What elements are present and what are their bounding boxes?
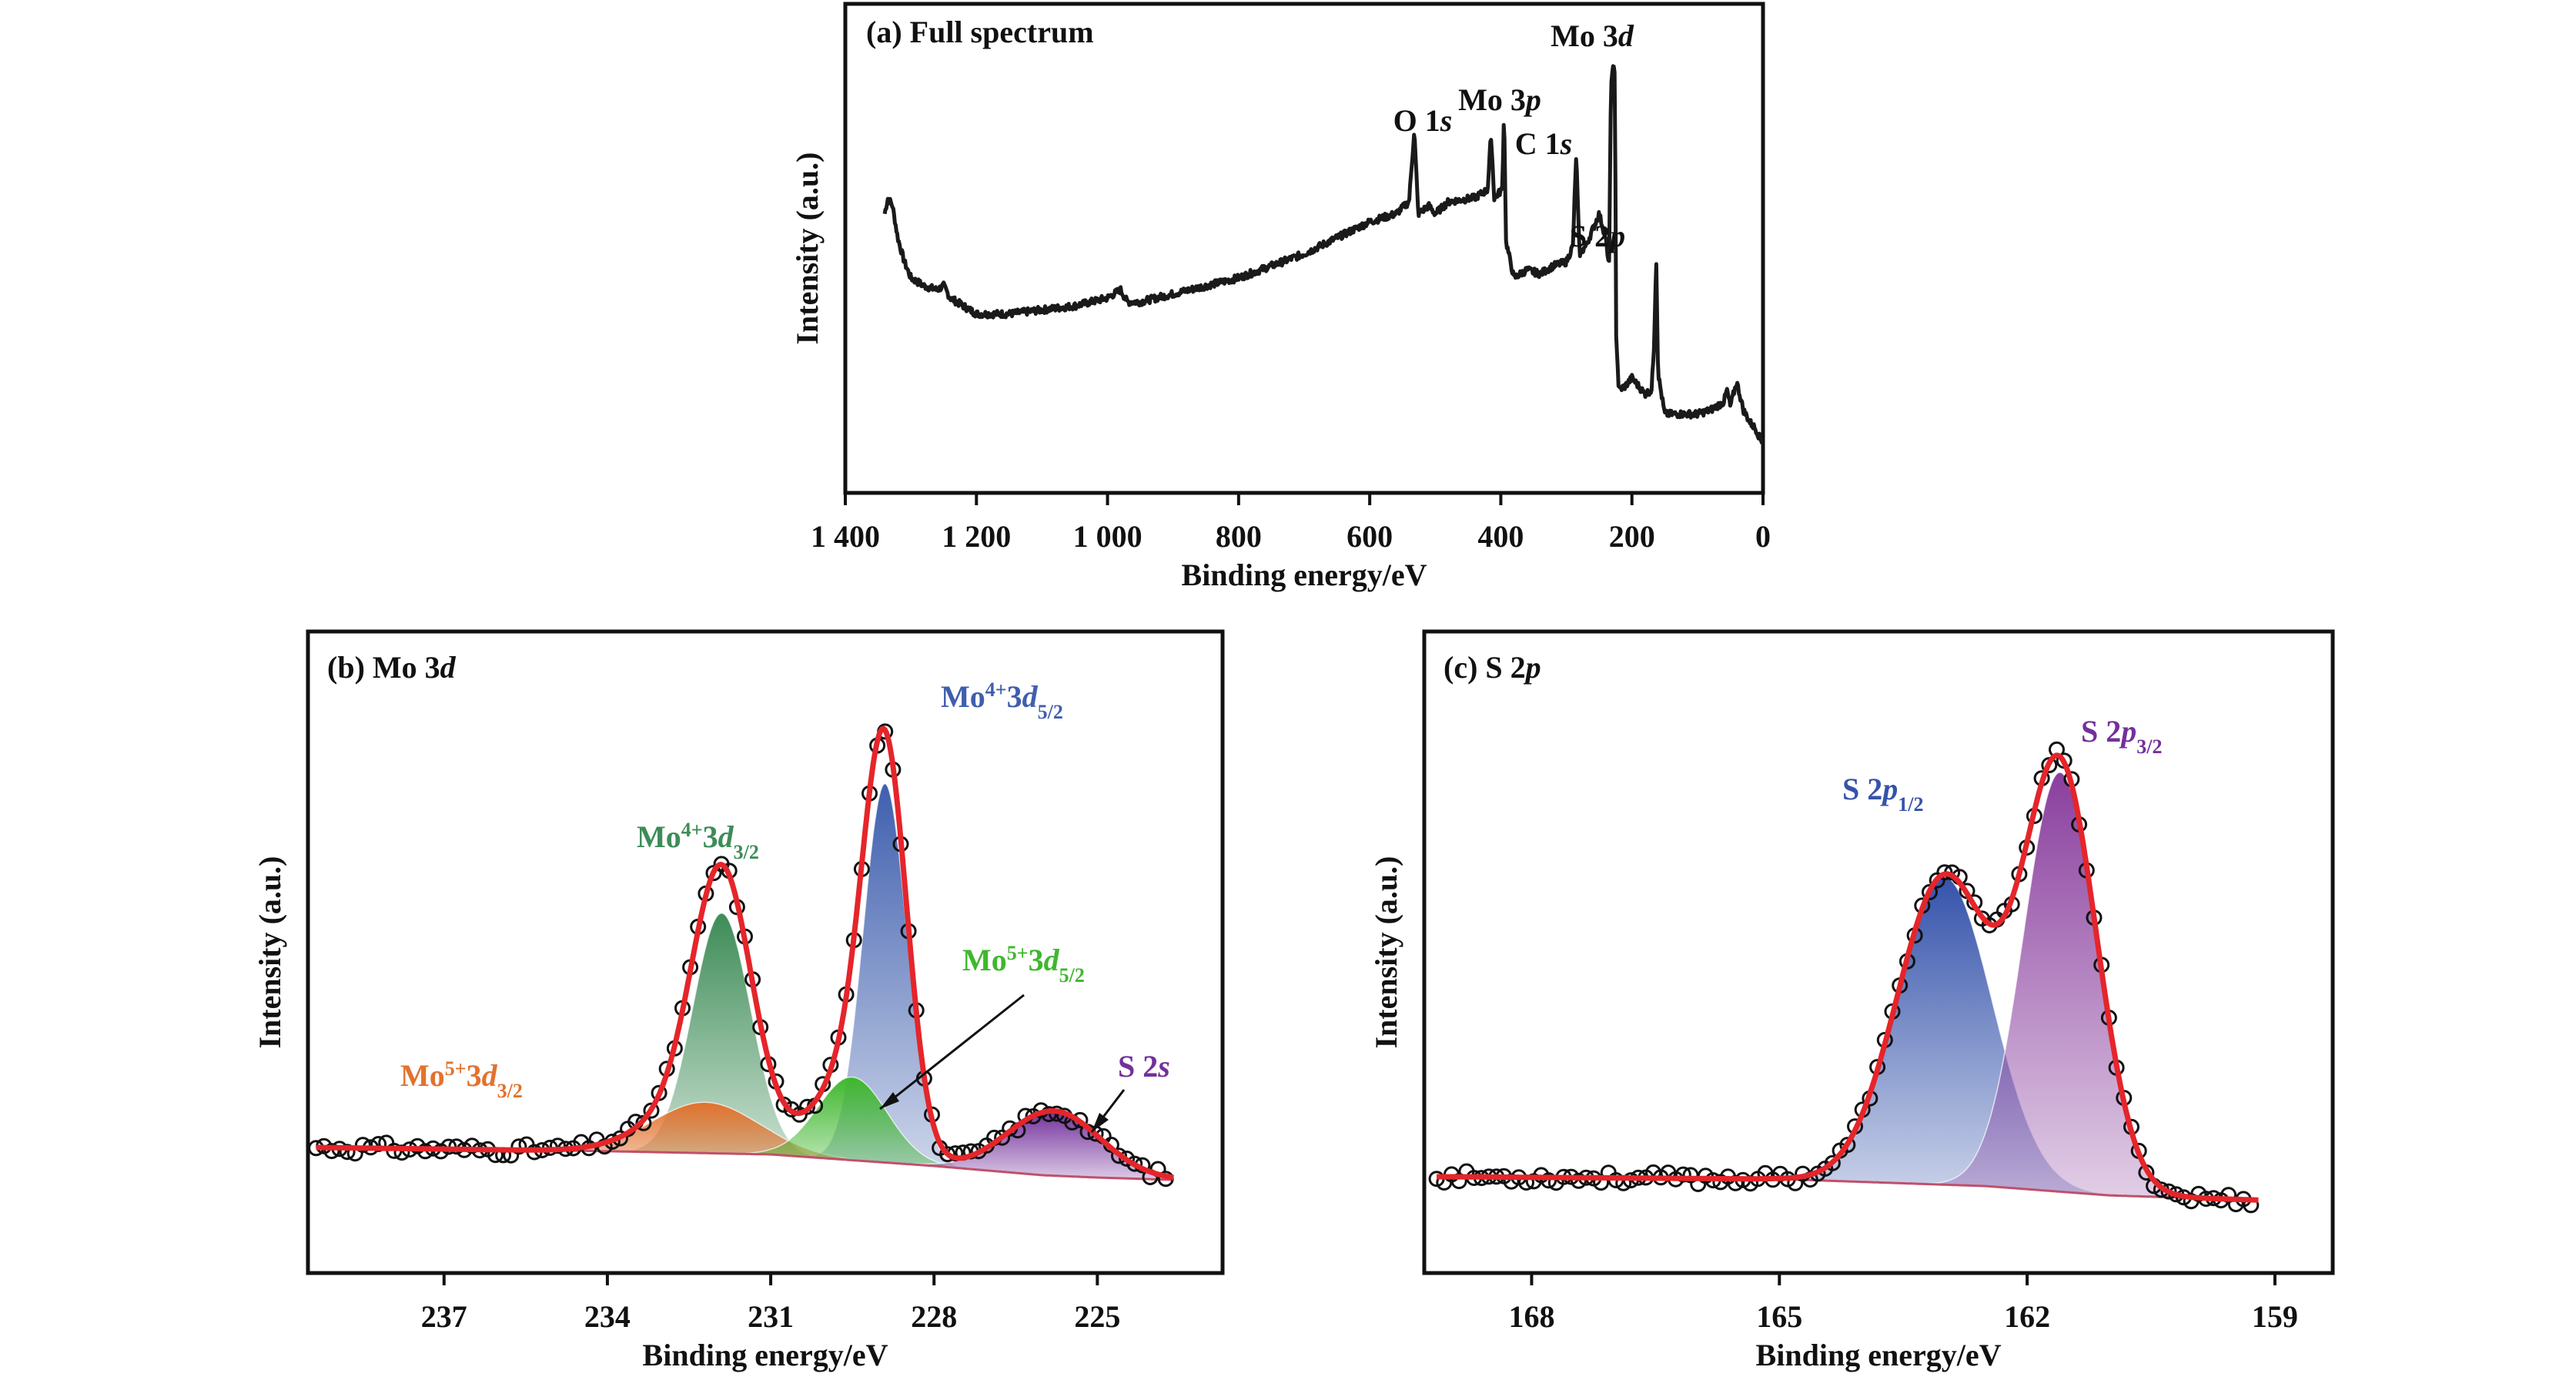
panel-c-title: (c) S 2p (1444, 650, 1541, 685)
panel-c-peak-label: S 2p1/2 (1842, 772, 1923, 816)
panel-a-x-axis-label: Binding energy/eV (1182, 558, 1427, 592)
panel-c-data-point (1674, 1166, 1691, 1183)
panel-b-data-point (393, 1144, 410, 1161)
panel-a-x-tick-label: 400 (1477, 519, 1524, 554)
panel-b-data-point (550, 1137, 566, 1154)
panel-b-data-point (799, 1098, 815, 1115)
panel-b-peak-label: Mo5+3d5/2 (962, 942, 1085, 987)
panel-c-peak-label: S 2p3/2 (2081, 714, 2162, 758)
panel-a-frame (843, 2, 1765, 495)
panel-b-peak-label: Mo4+3d5/2 (941, 678, 1063, 723)
panel-b-frame (306, 629, 1225, 1275)
panel-b-y-axis-label: Intensity (a.u.) (253, 856, 287, 1048)
panel-c-x-tick-label: 162 (2004, 1299, 2050, 1334)
panel-b-title: (b) Mo 3d (327, 650, 457, 685)
panel-a-peak-label: O 1s (1393, 103, 1453, 138)
panel-b-arrowhead-mo5-3d52 (880, 1092, 899, 1109)
panel-b-data-point (1126, 1155, 1143, 1172)
panel-b-arrowhead-s2s (1092, 1113, 1109, 1132)
panel-b-data-point (354, 1137, 371, 1154)
panel-a-full-spectrum: 1 400 1 200 1 000 800 600 400 200 0 Binding ener… (790, 2, 1771, 592)
panel-b-peak-label: Mo4+3d3/2 (637, 819, 759, 863)
panel-a-x-tick-label: 1 200 (942, 519, 1011, 554)
panel-b-peak-label: S 2s (1118, 1049, 1170, 1084)
panel-c-frame (1422, 629, 2335, 1275)
panel-b-arrow-mo5-3d52 (879, 993, 1025, 1111)
panel-a-spectrum-line (882, 64, 1764, 445)
panel-c-data-point (1571, 1172, 1587, 1189)
panel-c-x-tick-label: 168 (1508, 1299, 1554, 1334)
panel-c-s2p: 168 165 162 159 Binding energy/eV Intensity (… (1369, 629, 2335, 1372)
panel-b-data-point (510, 1138, 527, 1155)
panel-b-x-tick-label: 228 (911, 1299, 957, 1334)
panel-c-x-tick-label: 159 (2252, 1299, 2298, 1334)
panel-b-data-point (643, 1102, 660, 1119)
panel-b-x-tick-label: 234 (584, 1299, 631, 1334)
panel-c-data-point (2160, 1183, 2177, 1200)
panel-b-data-point (1111, 1148, 1127, 1164)
panel-c-data-point (1541, 1172, 1557, 1189)
panel-a-x-tick-label: 800 (1216, 519, 1262, 554)
panel-a-x-tick-label: 200 (1609, 519, 1655, 554)
panel-b-x-tick-label: 231 (748, 1299, 794, 1334)
panel-b-data-point (994, 1129, 1011, 1146)
panel-a-peak-label: Mo 3d (1551, 18, 1634, 53)
panel-a-peak-label: Mo 3p (1458, 82, 1541, 117)
panel-c-component-peak (1588, 876, 2260, 1201)
panel-b-envelope-line (315, 725, 1175, 1181)
panel-a-title: (a) Full spectrum (866, 15, 1094, 49)
panel-b-mo3d: 237 234 231 228 225 Binding energy/eV Intensit… (253, 629, 1225, 1372)
panel-c-x-tick-label: 165 (1756, 1299, 1802, 1334)
panel-c-data-point (1936, 864, 1953, 881)
panel-b-x-axis-label: Binding energy/eV (643, 1338, 888, 1372)
panel-c-envelope-line (1435, 752, 2260, 1203)
panel-a-x-tick-label: 600 (1347, 519, 1393, 554)
panel-a-x-tick-label: 1 400 (811, 519, 880, 554)
panel-b-x-tick-label: 225 (1074, 1299, 1120, 1334)
panel-a-peak-label: S 2p (1570, 219, 1625, 253)
panel-b-data-point (339, 1144, 356, 1161)
panel-a-x-tick-label: 0 (1755, 519, 1771, 554)
panel-c-data-point (1839, 1137, 1856, 1154)
panel-b-data-point (463, 1137, 480, 1154)
panel-b-peak-label: Mo5+3d3/2 (400, 1057, 523, 1102)
panel-b-data-point (323, 1143, 340, 1160)
panel-c-y-axis-label: Intensity (a.u.) (1369, 856, 1403, 1048)
panel-a-y-axis-label: Intensity (a.u.) (790, 152, 825, 344)
panel-b-data-point (939, 1146, 956, 1163)
panel-a-x-tick-label: 1 000 (1073, 519, 1142, 554)
panel-a-peak-label: C 1s (1515, 126, 1572, 161)
panel-c-x-axis-label: Binding energy/eV (1756, 1338, 2002, 1372)
panel-c-data-point (1824, 1154, 1841, 1171)
panel-b-x-tick-label: 237 (421, 1299, 467, 1334)
